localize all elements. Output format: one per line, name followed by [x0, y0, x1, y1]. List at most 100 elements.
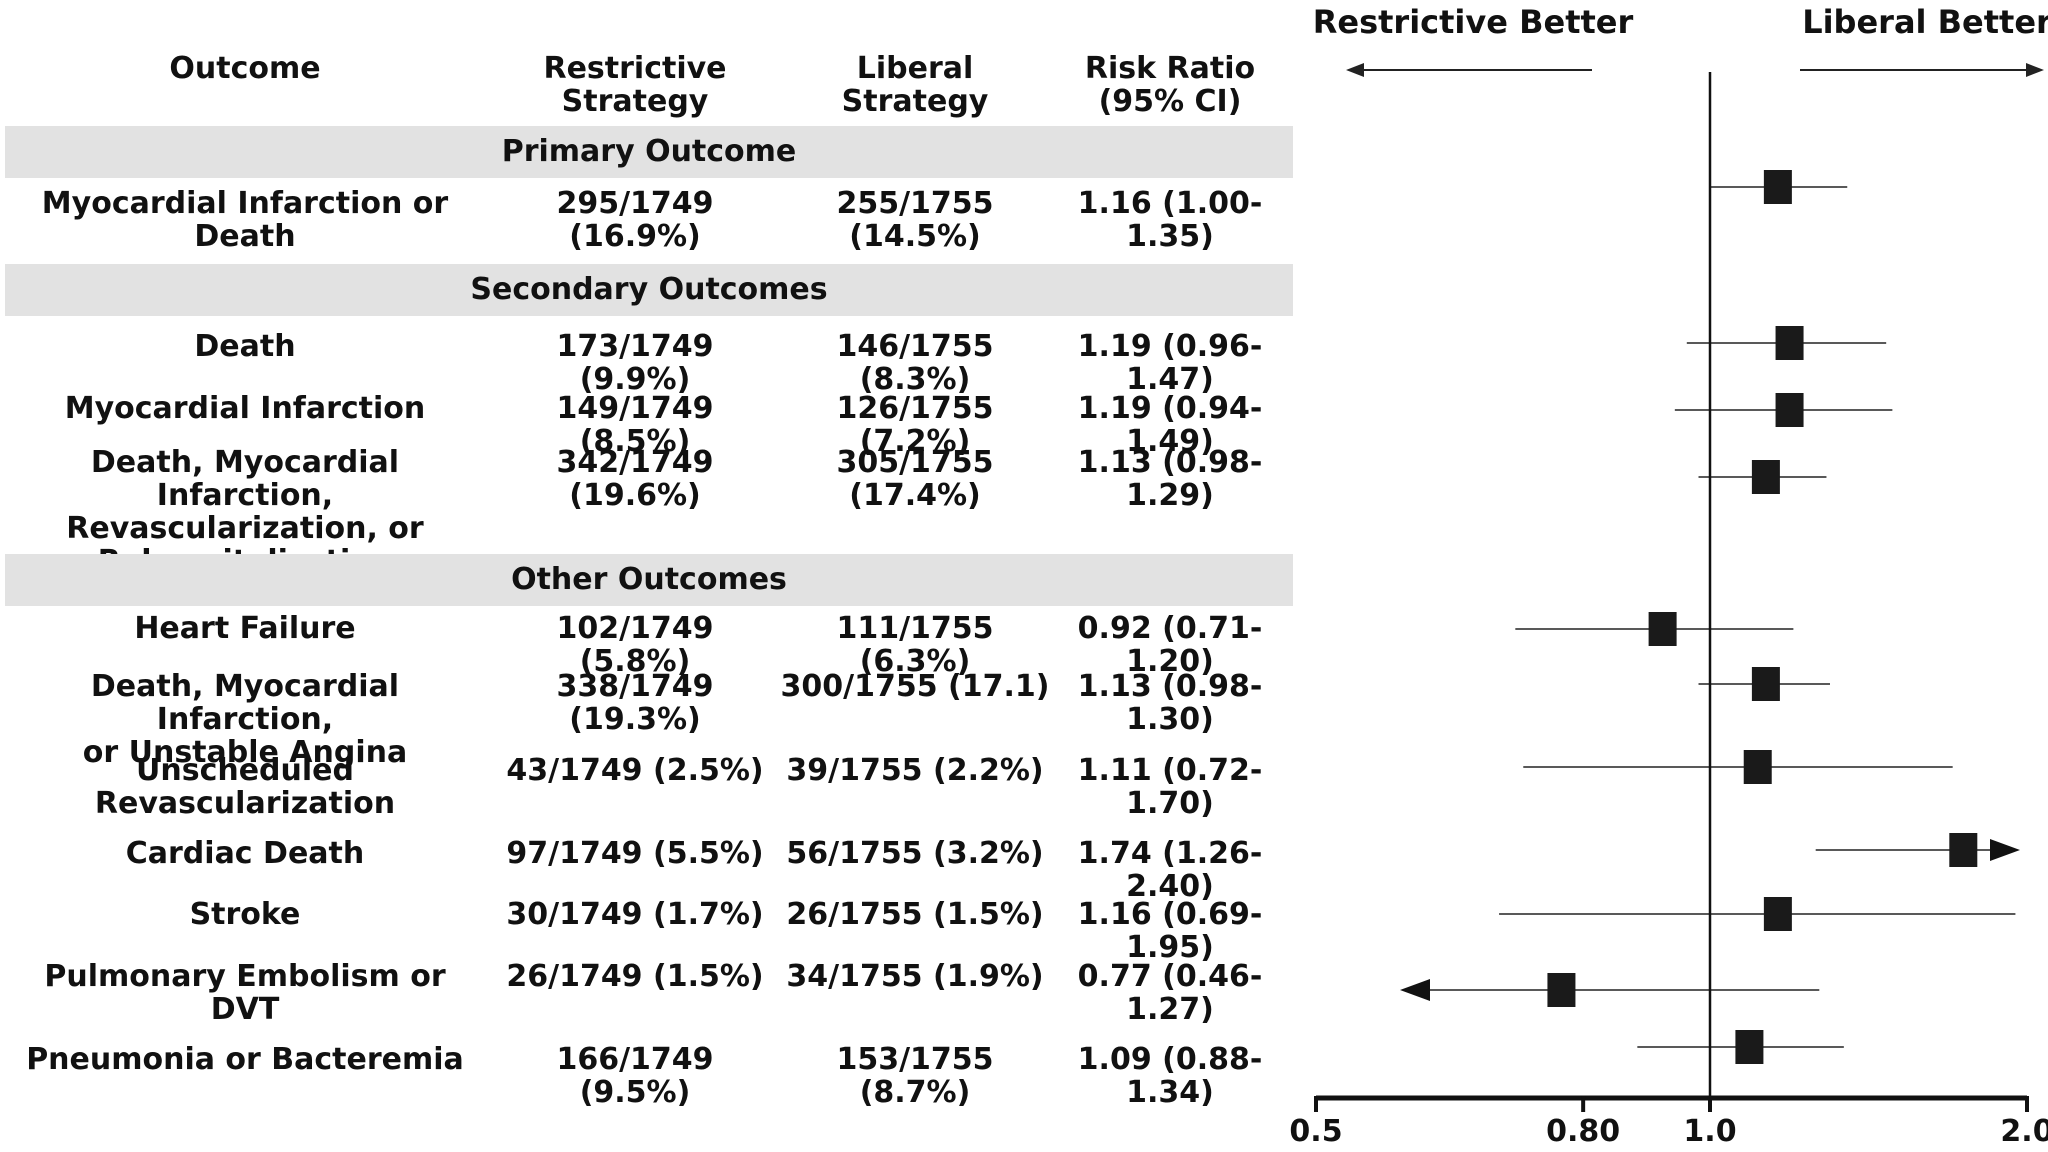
point-estimate [1763, 170, 1792, 204]
outcome-name: Cardiac Death [10, 837, 480, 870]
outcome-name: Death, Myocardial Infarction, or Unstable… [10, 670, 480, 769]
header-risk-ratio-line: Risk Ratio [1084, 51, 1256, 86]
header-liberal-line: Liberal [856, 51, 974, 86]
restrictive-count: 102/1749 (5.8%) [556, 611, 714, 679]
liberal-count: 146/1755 (8.3%) [836, 329, 994, 397]
liberal-count: 39/1755 (2.2%) [786, 753, 1044, 788]
risk-ratio-ci-line: 0.92 (0.71-1.20) [1077, 611, 1263, 679]
outcome-name-line: Death, Myocardial Infarction, [90, 669, 400, 737]
liberal-count: 26/1755 (1.5%) [786, 897, 1044, 932]
liberal-count: 111/1755 (6.3%) [836, 611, 994, 679]
header-liberal-line: Strategy [841, 84, 989, 119]
outcome-name: Heart Failure [10, 612, 480, 645]
direction-label-right: Liberal Better [1802, 3, 2048, 41]
risk-ratio-ci-line: 1.27) [1126, 992, 1214, 1027]
risk-ratio-ci: 1.19 (0.94-1.49) [1060, 392, 1280, 458]
point-estimate [1751, 667, 1780, 701]
point-estimate [1775, 326, 1804, 360]
outcome-name-line: Stroke [189, 897, 301, 932]
outcome-name-line: Death [194, 329, 296, 364]
risk-ratio-ci-line: 1.11 (0.72-1.70) [1077, 753, 1263, 821]
outcome-name: Death [10, 330, 480, 363]
outcome-name-line: Cardiac Death [125, 836, 365, 871]
outcome-name-line: or Unstable Angina [82, 735, 408, 770]
liberal-count: 300/1755 (17.1) [780, 669, 1050, 704]
risk-ratio-ci: 1.19 (0.96-1.47) [1060, 330, 1280, 396]
restrictive-count: 26/1749 (1.5%) [506, 959, 764, 994]
direction-arrowhead-right [2026, 63, 2044, 77]
restrictive-count: 338/1749 (19.3%) [556, 669, 714, 737]
ci-overflow-arrow-left [1400, 979, 1430, 1001]
outcome-name-line: Revascularization [94, 786, 396, 821]
outcome-name-line: Unscheduled [136, 753, 354, 788]
outcome-name: Pulmonary Embolism or DVT [10, 960, 480, 1026]
risk-ratio-ci-line: 1.16 (0.69-1.95) [1077, 897, 1263, 965]
restrictive-count: 149/1749 (8.5%) [556, 391, 714, 459]
restrictive-count: 166/1749 (9.5%) [556, 1042, 714, 1110]
risk-ratio-ci: 1.74 (1.26-2.40) [1060, 837, 1280, 903]
risk-ratio-ci-line: 1.16 (1.00-1.35) [1077, 186, 1263, 254]
group-band [5, 264, 1293, 316]
liberal-count: 34/1755 (1.9%) [786, 959, 1044, 994]
x-tick-label: 0.5 [1289, 1114, 1342, 1149]
outcome-name: Unscheduled Revascularization [10, 754, 480, 820]
outcome-name: Pneumonia or Bacteremia [10, 1043, 480, 1076]
point-estimate [1775, 393, 1804, 427]
x-tick-label: 0.80 [1546, 1114, 1620, 1149]
liberal-count: 126/1755 (7.2%) [836, 391, 994, 459]
outcome-name-line: Pulmonary Embolism or DVT [44, 959, 446, 1027]
restrictive-count: 295/1749 (16.9%) [556, 186, 714, 254]
restrictive-count: 342/1749 (19.6%) [556, 445, 714, 513]
restrictive-count: 43/1749 (2.5%) [506, 753, 764, 788]
header-risk-ratio-line: (95% CI) [1098, 84, 1242, 119]
group-band [5, 554, 1293, 606]
group-label: Other Outcomes [511, 562, 787, 597]
risk-ratio-ci: 1.13 (0.98-1.29) [1060, 446, 1280, 512]
x-tick-label: 2.0 [2000, 1114, 2048, 1149]
group-label: Secondary Outcomes [470, 272, 828, 307]
risk-ratio-ci: 1.16 (0.69-1.95) [1060, 898, 1280, 964]
risk-ratio-ci: 1.09 (0.88-1.34) [1060, 1043, 1280, 1109]
liberal-count: 305/1755 (17.4%) [836, 445, 994, 513]
outcome-name: Myocardial Infarction [10, 392, 480, 425]
risk-ratio-ci: 1.13 (0.98-1.30) [1060, 670, 1280, 736]
direction-arrowhead-left [1346, 63, 1364, 77]
liberal-count: 56/1755 (3.2%) [786, 836, 1044, 871]
direction-label-left: Restrictive Better [1313, 3, 1634, 41]
ci-overflow-arrow-right [1990, 839, 2020, 861]
risk-ratio-ci: 1.11 (0.72-1.70) [1060, 754, 1280, 820]
outcome-name-line: Revascularization, or [66, 511, 424, 546]
outcome-name-line: Death, Myocardial Infarction, [90, 445, 400, 513]
group-band [5, 126, 1293, 178]
header-restrictive-line: Restrictive [543, 51, 727, 86]
point-estimate [1751, 460, 1780, 494]
point-estimate [1648, 612, 1677, 646]
outcome-name: Myocardial Infarction or Death [10, 187, 480, 253]
x-tick-label: 1.0 [1683, 1114, 1736, 1149]
risk-ratio-ci-line: 1.74 (1.26-2.40) [1077, 836, 1263, 904]
restrictive-count: 97/1749 (5.5%) [506, 836, 764, 871]
point-estimate [1735, 1030, 1764, 1064]
point-estimate [1763, 897, 1792, 931]
risk-ratio-ci: 1.16 (1.00-1.35) [1060, 187, 1280, 253]
restrictive-count: 30/1749 (1.7%) [506, 897, 764, 932]
outcome-name-line: Pneumonia or Bacteremia [26, 1042, 464, 1077]
point-estimate [1743, 750, 1772, 784]
risk-ratio-ci-line: 0.77 (0.46- [1077, 959, 1263, 994]
header-liberal-strategy: Liberal Strategy [780, 52, 1050, 118]
risk-ratio-ci-line: 1.13 (0.98-1.29) [1077, 445, 1263, 513]
header-risk-ratio: Risk Ratio (95% CI) [1060, 52, 1280, 118]
outcome-name: Stroke [10, 898, 480, 931]
risk-ratio-ci: 0.77 (0.46- 1.27) [1060, 960, 1280, 1026]
outcome-name-line: Death [194, 219, 296, 254]
risk-ratio-ci-line: 1.09 (0.88-1.34) [1077, 1042, 1263, 1110]
restrictive-count: 173/1749 (9.9%) [556, 329, 714, 397]
point-estimate [1949, 833, 1978, 867]
outcome-name-line: Myocardial Infarction [64, 391, 426, 426]
header-restrictive-strategy: Restrictive Strategy [500, 52, 770, 118]
risk-ratio-ci-line: 1.19 (0.94-1.49) [1077, 391, 1263, 459]
liberal-count: 255/1755 (14.5%) [836, 186, 994, 254]
header-outcome: Outcome [169, 51, 321, 86]
